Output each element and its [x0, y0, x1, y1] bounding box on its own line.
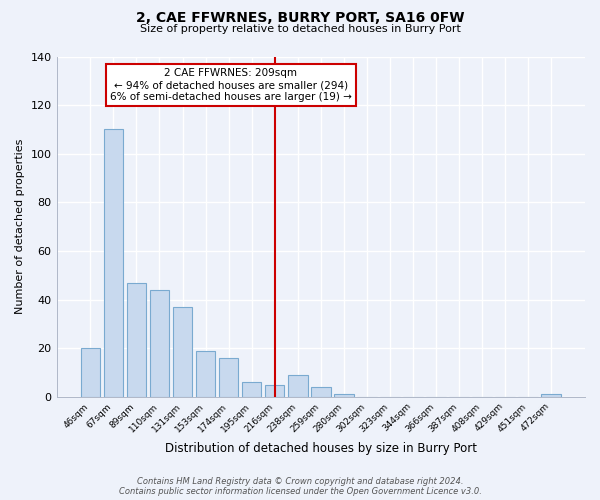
Bar [311, 387, 331, 396]
Bar [173, 307, 193, 396]
Bar [219, 358, 238, 397]
Bar [541, 394, 561, 396]
Bar [242, 382, 262, 396]
Text: 2, CAE FFWRNES, BURRY PORT, SA16 0FW: 2, CAE FFWRNES, BURRY PORT, SA16 0FW [136, 11, 464, 25]
Bar [334, 394, 353, 396]
Bar [265, 384, 284, 396]
Bar [149, 290, 169, 397]
Bar [80, 348, 100, 397]
Bar [196, 350, 215, 397]
Bar [288, 375, 308, 396]
X-axis label: Distribution of detached houses by size in Burry Port: Distribution of detached houses by size … [165, 442, 477, 455]
Y-axis label: Number of detached properties: Number of detached properties [15, 139, 25, 314]
Text: Size of property relative to detached houses in Burry Port: Size of property relative to detached ho… [140, 24, 460, 34]
Text: 2 CAE FFWRNES: 209sqm
← 94% of detached houses are smaller (294)
6% of semi-deta: 2 CAE FFWRNES: 209sqm ← 94% of detached … [110, 68, 352, 102]
Text: Contains HM Land Registry data © Crown copyright and database right 2024.
Contai: Contains HM Land Registry data © Crown c… [119, 476, 481, 496]
Bar [127, 282, 146, 397]
Bar [104, 130, 123, 396]
